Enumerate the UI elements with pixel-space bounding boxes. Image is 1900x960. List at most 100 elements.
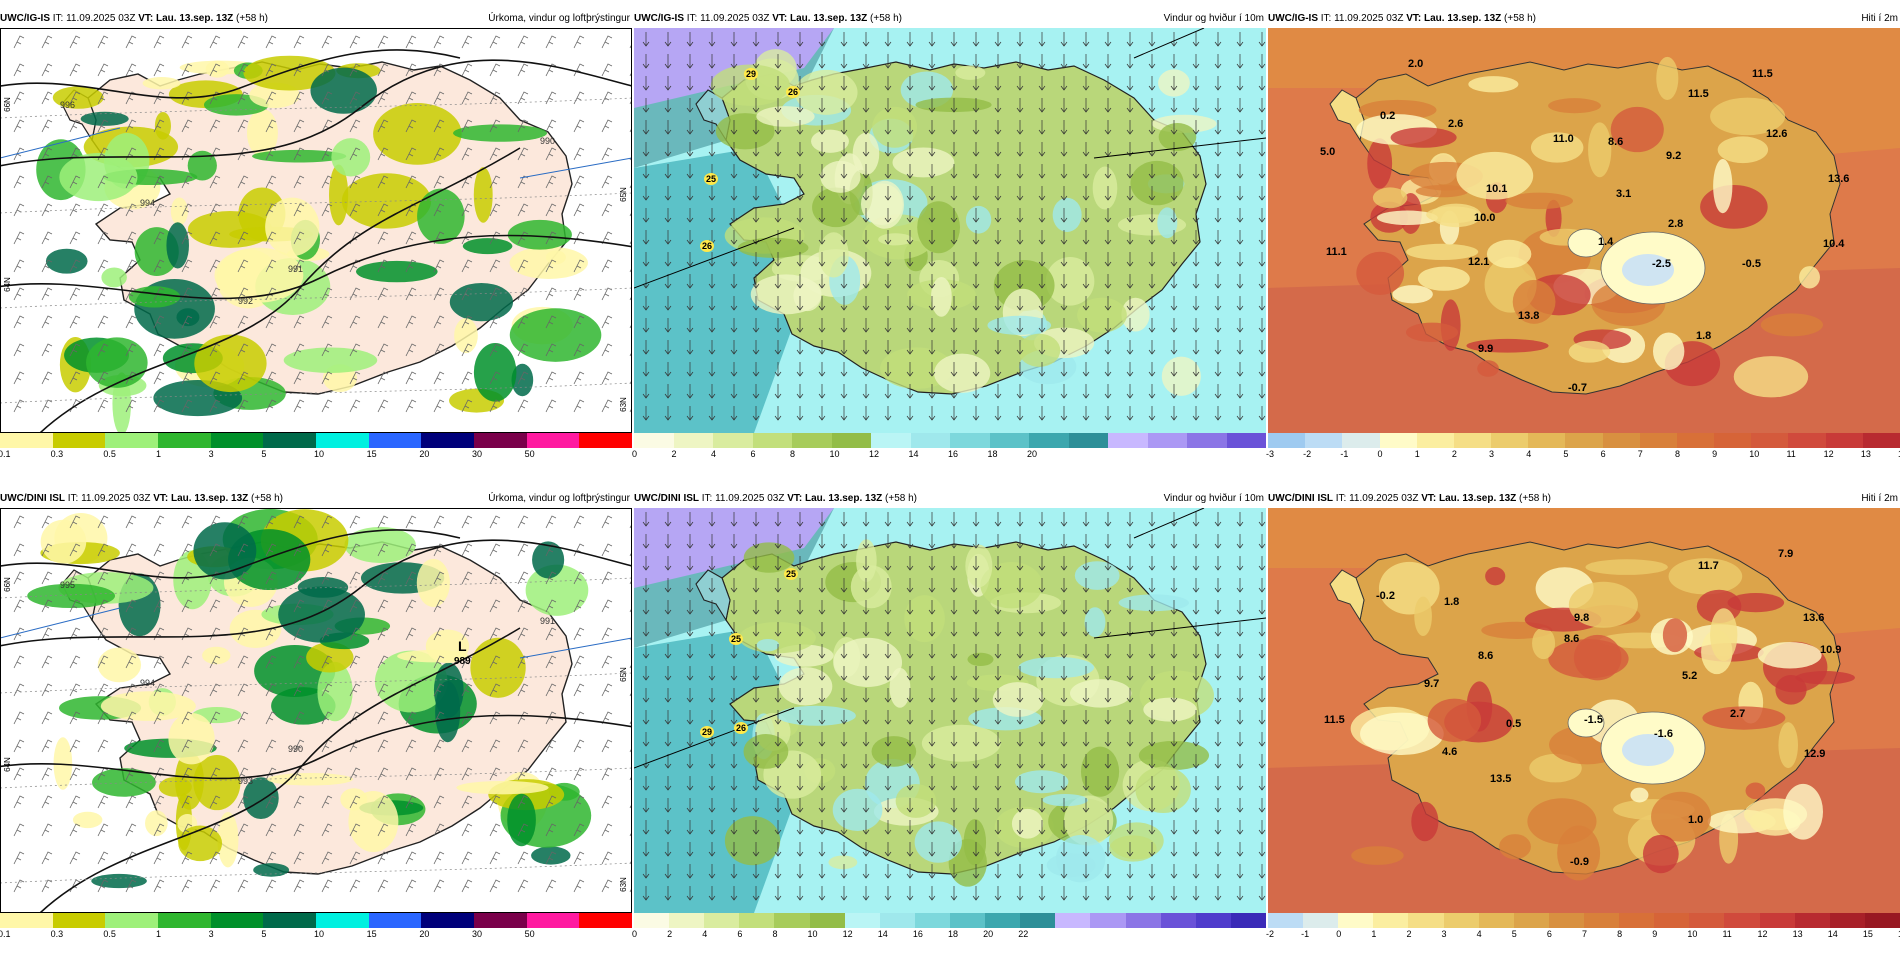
wind-barb	[237, 63, 249, 77]
wind-barb	[433, 739, 445, 753]
wind-arrow	[1126, 732, 1134, 747]
wind-arrow	[1126, 864, 1134, 879]
lead-time: (+58 h)	[885, 493, 918, 504]
map-svg	[634, 28, 1266, 433]
wind-arrow	[862, 600, 870, 615]
wind-arrow	[1038, 644, 1046, 659]
wind-arrow	[1104, 644, 1112, 659]
wind-arrow	[884, 732, 892, 747]
wind-arrow	[1258, 732, 1266, 747]
wind-arrow	[1214, 666, 1222, 681]
wind-barb	[545, 627, 557, 641]
wind-arrow	[664, 32, 672, 47]
wind-arrow	[884, 820, 892, 835]
map-canvas[interactable]	[634, 28, 1266, 433]
wind-arrow	[1192, 644, 1200, 659]
wind-arrow	[642, 820, 650, 835]
wind-barb	[69, 35, 81, 49]
temperature-patch	[1573, 634, 1622, 681]
wind-speed-patch	[1018, 656, 1095, 679]
wind-barb	[153, 175, 165, 189]
wind-arrow	[796, 534, 804, 549]
wind-barb	[13, 231, 25, 245]
wind-arrow	[664, 318, 672, 333]
wind-arrow	[928, 32, 936, 47]
precip-cell	[449, 282, 514, 322]
wind-barb	[153, 571, 165, 585]
temperature-patch	[1427, 698, 1482, 743]
wind-arrow	[708, 798, 716, 813]
wind-arrow	[1126, 406, 1134, 421]
wind-arrow	[642, 164, 650, 179]
wind-arrow	[1038, 512, 1046, 527]
map-canvas[interactable]	[0, 508, 632, 913]
wind-arrow	[1038, 732, 1046, 747]
wind-arrow	[840, 274, 848, 289]
wind-arrow	[994, 820, 1002, 835]
wind-arrow	[818, 842, 826, 857]
wind-arrow	[884, 754, 892, 769]
temperature-value: 10.9	[1820, 644, 1842, 656]
wind-barb	[293, 259, 305, 273]
wind-arrow	[642, 798, 650, 813]
map-canvas[interactable]	[634, 508, 1266, 913]
map-canvas[interactable]	[1268, 508, 1900, 913]
wind-arrow	[1104, 688, 1112, 703]
wind-barb	[517, 823, 529, 837]
colorbar-segment	[1513, 913, 1549, 928]
wind-arrow	[1236, 864, 1244, 879]
wind-arrow	[928, 120, 936, 135]
wind-arrow	[928, 600, 936, 615]
colorbar-segment	[985, 913, 1021, 928]
map-canvas[interactable]	[0, 28, 632, 433]
colorbar-segment	[105, 433, 159, 448]
wind-arrow	[642, 842, 650, 857]
wind-arrow	[994, 76, 1002, 91]
temperature-patch	[1610, 106, 1664, 153]
precip-cell	[194, 334, 267, 393]
wind-barb	[125, 655, 137, 669]
wind-arrow	[708, 406, 716, 421]
wind-speed-patch	[1055, 835, 1106, 883]
wind-barb	[69, 739, 81, 753]
colorbar-tick-label: 0.5	[103, 449, 116, 459]
wind-arrow	[730, 776, 738, 791]
wind-arrow	[862, 362, 870, 377]
colorbar-tick-label: 5	[1511, 929, 1517, 939]
wind-barb	[489, 203, 501, 217]
wind-arrow	[1192, 622, 1200, 637]
wind-barb	[209, 203, 221, 217]
wind-arrow	[686, 886, 694, 901]
wind-arrow	[1126, 164, 1134, 179]
map-canvas[interactable]	[1268, 28, 1900, 433]
wind-arrow	[1214, 164, 1222, 179]
colorbar-tick-label: 8	[772, 929, 778, 939]
wind-barb	[461, 795, 473, 809]
wind-arrow	[950, 534, 958, 549]
colorbar-tick-label: 3	[208, 929, 214, 939]
wind-arrow	[1148, 666, 1156, 681]
wind-arrow	[752, 688, 760, 703]
wind-arrow	[686, 798, 694, 813]
wind-arrow	[972, 208, 980, 223]
wind-arrow	[972, 710, 980, 725]
latitude-line	[0, 192, 632, 214]
colorbar-segment	[421, 913, 475, 928]
precip-cell	[53, 737, 73, 790]
wind-barb	[293, 739, 305, 753]
colorbar-ticks: 0 2 4 6 8 10 12 14 16 18 20 22	[632, 928, 1266, 942]
wind-arrow	[950, 120, 958, 135]
wind-barb	[209, 35, 221, 49]
colorbar-tick-label: 2	[667, 929, 673, 939]
product-name: Vindur og hviður í 10m	[1163, 13, 1264, 24]
isobar	[39, 627, 521, 913]
wind-barb	[601, 231, 613, 245]
wind-arrow	[1060, 688, 1068, 703]
wind-barb	[97, 399, 109, 413]
wind-speed-patch	[1161, 356, 1201, 396]
wind-arrow	[972, 754, 980, 769]
wind-arrow	[1038, 776, 1046, 791]
wind-arrow	[1038, 252, 1046, 267]
wind-speed-patch	[818, 232, 849, 278]
wind-arrow	[664, 98, 672, 113]
